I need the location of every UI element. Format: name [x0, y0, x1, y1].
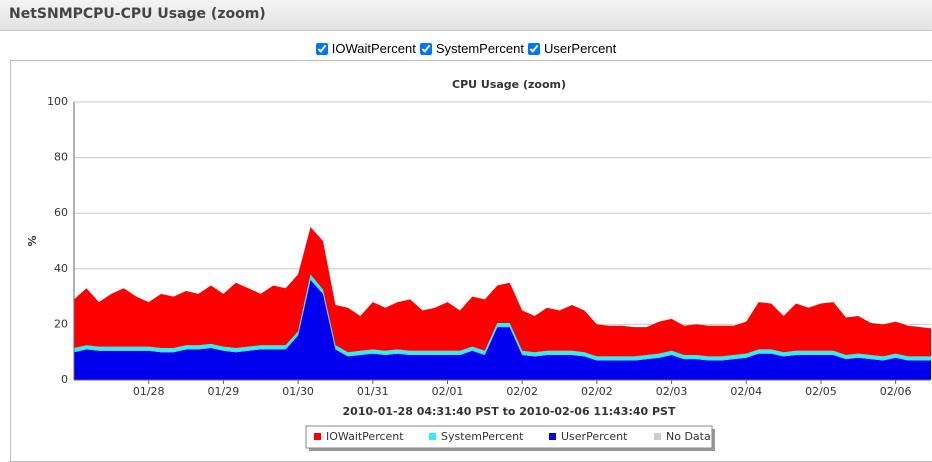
legend: IOWaitPercent SystemPercent UserPercent No … — [305, 425, 715, 451]
legend-box — [305, 425, 713, 449]
series-toggle[interactable]: IOWaitPercent — [315, 41, 416, 56]
series-toggles: IOWaitPercent SystemPercent UserPercent — [0, 41, 932, 56]
series-toggle[interactable]: UserPercent — [527, 41, 617, 56]
area — [74, 227, 931, 357]
legend-swatch — [654, 433, 661, 440]
legend-swatch — [549, 433, 556, 440]
legend-label: No Data — [666, 430, 711, 443]
series-toggle[interactable]: SystemPercent — [419, 41, 524, 56]
toggle-label: UserPercent — [543, 41, 617, 56]
legend-label: IOWaitPercent — [326, 430, 404, 443]
x-tick-label: 02/02 — [506, 385, 538, 398]
header-bar: NetSNMPCPU-CPU Usage (zoom) — [0, 0, 932, 31]
x-tick-label: 01/30 — [282, 385, 314, 398]
x-tick-label: 02/01 — [432, 385, 464, 398]
x-tick-label: 01/28 — [133, 385, 165, 398]
checkbox[interactable] — [527, 43, 540, 55]
chart-panel: CPU Usage (zoom) % 2010-01-28 04:31:40 P… — [10, 60, 932, 462]
chart: CPU Usage (zoom) % 2010-01-28 04:31:40 P… — [26, 78, 931, 451]
x-tick-label: 02/02 — [581, 385, 613, 398]
x-tick-label: 02/03 — [656, 385, 688, 398]
checkbox[interactable] — [419, 43, 432, 55]
y-tick-label: 60 — [54, 206, 68, 219]
legend-label: SystemPercent — [441, 430, 524, 443]
y-tick-label: 80 — [54, 151, 68, 164]
x-tick-label: 01/31 — [357, 385, 389, 398]
toggle-label: IOWaitPercent — [331, 41, 416, 56]
x-tick-label: 02/06 — [880, 385, 912, 398]
legend-label: UserPercent — [561, 430, 628, 443]
y-tick-label: 0 — [61, 373, 68, 386]
chart-title: CPU Usage (zoom) — [452, 78, 566, 91]
header-title: NetSNMPCPU-CPU Usage (zoom) — [9, 6, 266, 22]
legend-swatch — [314, 433, 321, 440]
y-tick-label: 20 — [54, 317, 68, 330]
area — [74, 274, 931, 361]
area — [74, 279, 931, 380]
x-tick-label: 02/05 — [805, 385, 837, 398]
x-axis-label: 2010-01-28 04:31:40 PST to 2010-02-06 11… — [343, 405, 676, 418]
y-tick-label: 100 — [47, 95, 68, 108]
toggle-label: SystemPercent — [435, 41, 524, 56]
y-axis-label: % — [26, 235, 39, 246]
x-tick-label: 01/29 — [208, 385, 240, 398]
legend-swatch — [429, 433, 436, 440]
x-tick-label: 02/04 — [730, 385, 762, 398]
checkbox[interactable] — [315, 43, 328, 55]
y-tick-label: 40 — [54, 262, 68, 275]
